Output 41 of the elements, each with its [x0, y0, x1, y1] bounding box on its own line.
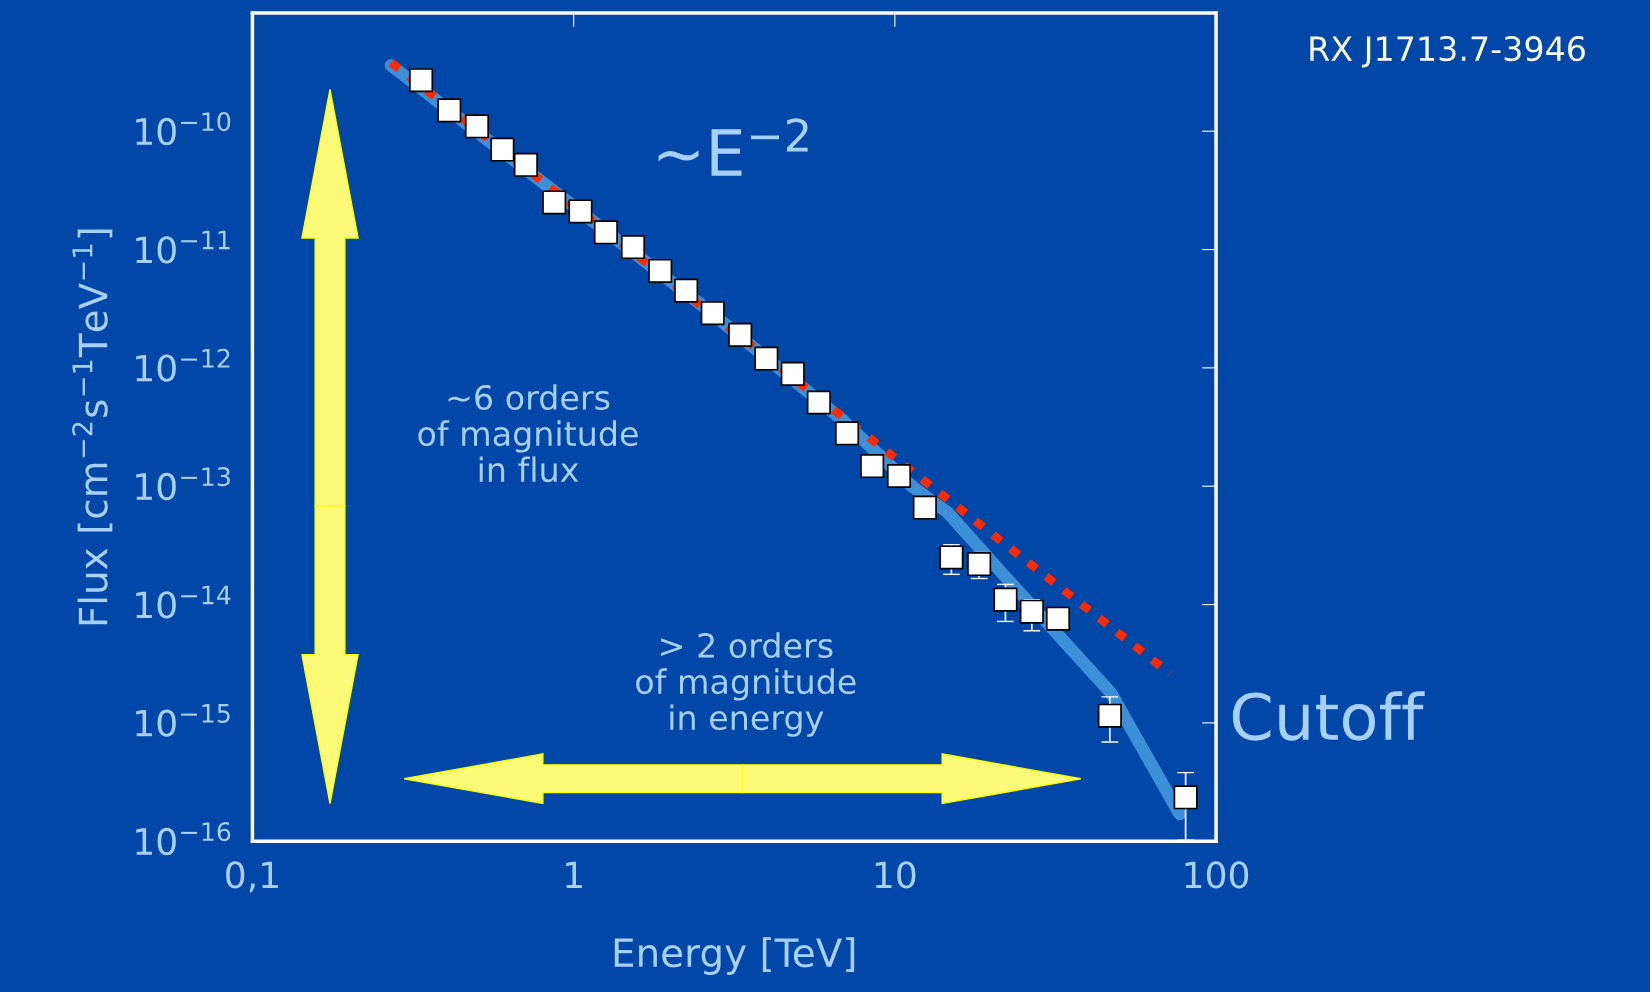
- point: [568, 199, 593, 224]
- text: RX J1713.7-3946: [1310, 36, 1585, 68]
- point: [728, 322, 753, 347]
- annotation: ~E$^{−2}$: [658, 118, 808, 176]
- x-tick-label: 1: [566, 861, 582, 889]
- point: [437, 98, 462, 123]
- x-tick-label: 0,1: [226, 861, 278, 893]
- y-tick-label: 10$^{−12}$: [136, 348, 230, 382]
- point: [1019, 599, 1044, 624]
- point: [993, 587, 1018, 612]
- point: [754, 346, 779, 371]
- point: [620, 235, 646, 260]
- point: [593, 220, 618, 245]
- y-tick-label: 10$^{−11}$: [136, 230, 230, 264]
- point: [912, 495, 937, 520]
- point: [939, 545, 964, 570]
- point: [648, 258, 673, 283]
- y-axis-title: Flux [cm$^{−2}$s$^{−1}$TeV$^{−1}$]: [72, 229, 113, 625]
- point: [490, 137, 515, 162]
- x-axis-title: Energy [TeV]: [614, 937, 855, 975]
- point: [542, 190, 567, 215]
- point: [886, 463, 912, 489]
- y-tick-label: 10$^{−10}$: [136, 112, 231, 146]
- x-tick-label: 100: [1185, 861, 1249, 889]
- point: [409, 68, 434, 93]
- y-tick-label: 10$^{−14}$: [136, 585, 231, 619]
- text: Cutoff: [1232, 691, 1425, 741]
- point: [700, 301, 725, 326]
- y-tick-label: 10$^{−16}$: [136, 822, 231, 856]
- y-tick-label: 10$^{−15}$: [136, 704, 230, 737]
- x-tick-label: 10: [875, 861, 916, 889]
- annotation: > 2 orders of magnitude in energy: [636, 632, 856, 737]
- point: [835, 421, 860, 446]
- point: [806, 390, 831, 415]
- point: [860, 454, 885, 479]
- y-tick-label: 10$^{−13}$: [136, 467, 230, 501]
- point: [674, 278, 699, 303]
- point: [1045, 606, 1071, 631]
- annotation: ~6 orders of magnitude in flux: [418, 384, 638, 483]
- point: [464, 114, 489, 139]
- point: [780, 361, 805, 386]
